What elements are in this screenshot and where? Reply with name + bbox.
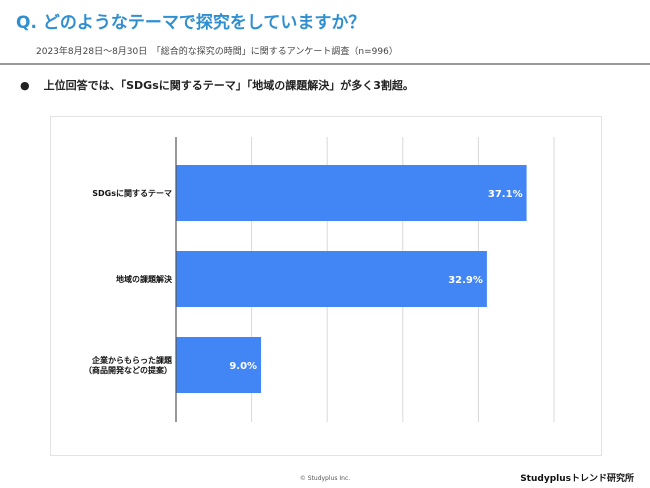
bar [176, 165, 527, 221]
category-label: 企業からもらった課題 [91, 355, 173, 365]
bar [176, 251, 487, 307]
summary-text: 上位回答では、「SDGsに関するテーマ」「地域の課題解決」が多く3割超。 [43, 79, 414, 92]
category-label: SDGsに関するテーマ [92, 188, 172, 198]
bar [176, 337, 262, 393]
survey-note: 2023年8月28日〜8月30日 「総合的な探究の時間」に関するアンケート調査（… [36, 47, 398, 57]
copyright: © Studyplus Inc. [299, 475, 351, 482]
bullet-dot: ● [20, 79, 30, 92]
data-label: 37.1% [488, 189, 523, 200]
summary-bullet: ● 上位回答では、「SDGsに関するテーマ」「地域の課題解決」が多く3割超。 [20, 77, 414, 93]
category-label: （商品開発などの提案） [84, 365, 172, 375]
brand-logo-text: Studyplusトレンド研究所 [520, 474, 634, 484]
chart-frame: 37.1% SDGsに関するテーマ 32.9% 地域の課題解決 9.0% 企業からもらった… [50, 116, 602, 456]
category-label: 地域の課題解決 [116, 274, 173, 284]
data-label: 32.9% [448, 275, 483, 286]
data-label: 9.0% [229, 361, 257, 372]
question-title: Q. どのようなテーマで探究をしていますか？ [16, 13, 366, 33]
header-divider [0, 63, 650, 65]
bar-chart: 37.1% SDGsに関するテーマ 32.9% 地域の課題解決 9.0% 企業からもらった… [84, 137, 555, 422]
